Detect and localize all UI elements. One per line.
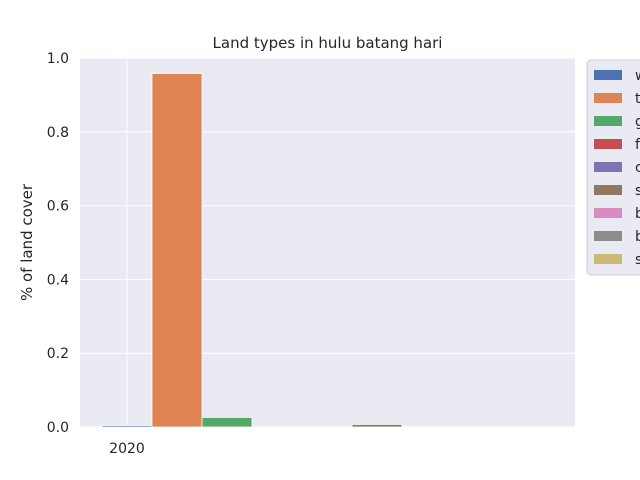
legend-swatch [594, 116, 622, 126]
y-tick-label: 1.0 [47, 51, 69, 67]
y-axis-title: % of land cover [18, 183, 36, 301]
chart-title: Land types in hulu batang hari [213, 34, 443, 52]
x-tick-labels: 2020 [109, 441, 145, 457]
bar-w-0 [101, 425, 153, 428]
y-tick-label: 0.6 [47, 199, 69, 215]
bar-g-2 [201, 417, 253, 428]
y-tick-label: 0.8 [47, 125, 69, 141]
y-tick-label: 0.4 [47, 272, 69, 288]
legend-swatch [594, 254, 622, 264]
legend-label: c [635, 160, 640, 176]
legend-label: s [635, 183, 640, 199]
y-tick-label: 0.0 [47, 420, 69, 436]
legend-swatch [594, 70, 622, 80]
x-tick-label: 2020 [109, 441, 145, 457]
bars [101, 73, 403, 428]
legend-label: b [635, 229, 640, 245]
legend-label: g [635, 114, 640, 130]
legend-label: f [635, 137, 640, 153]
y-tick-label: 0.2 [47, 346, 69, 362]
legend-swatch [594, 139, 622, 149]
legend-swatch [594, 208, 622, 218]
bar-s-5 [351, 424, 403, 428]
legend-swatch [594, 162, 622, 172]
legend-swatch [594, 185, 622, 195]
legend-label: w [635, 68, 640, 84]
legend-label: b [635, 206, 640, 222]
y-tick-labels: 0.0 0.2 0.4 0.6 0.8 1.0 [47, 51, 69, 436]
legend-swatch [594, 231, 622, 241]
bar-t-1 [151, 73, 203, 428]
legend-label: s [635, 252, 640, 268]
legend-swatch [594, 93, 622, 103]
legend: wtgfcsbbs [586, 59, 640, 276]
legend-label: t [635, 91, 640, 107]
